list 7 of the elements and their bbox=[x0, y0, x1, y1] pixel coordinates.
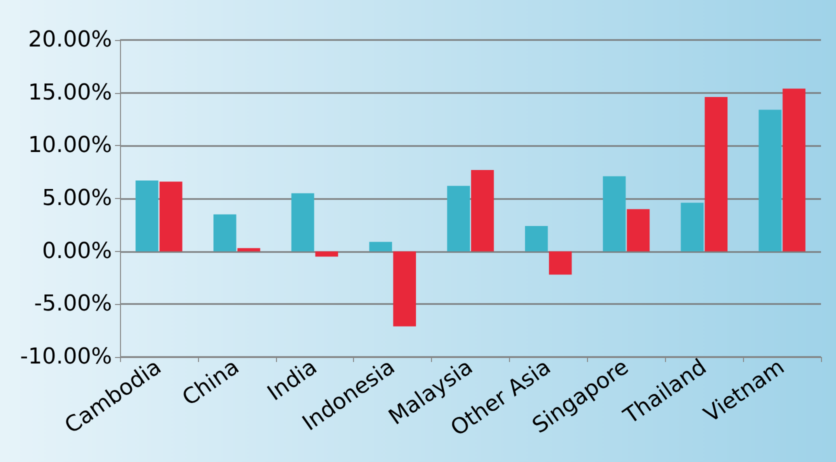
y-tick-label: 5.00% bbox=[42, 186, 112, 211]
y-tick-label: 20.00% bbox=[28, 28, 112, 52]
y-tick-label: 15.00% bbox=[28, 80, 112, 106]
y-tick-label: -5.00% bbox=[34, 292, 112, 317]
y-tick-label: 10.00% bbox=[28, 133, 112, 158]
y-tick-label: -10.00% bbox=[20, 344, 112, 370]
y-tick-label: 0.00% bbox=[42, 238, 112, 264]
